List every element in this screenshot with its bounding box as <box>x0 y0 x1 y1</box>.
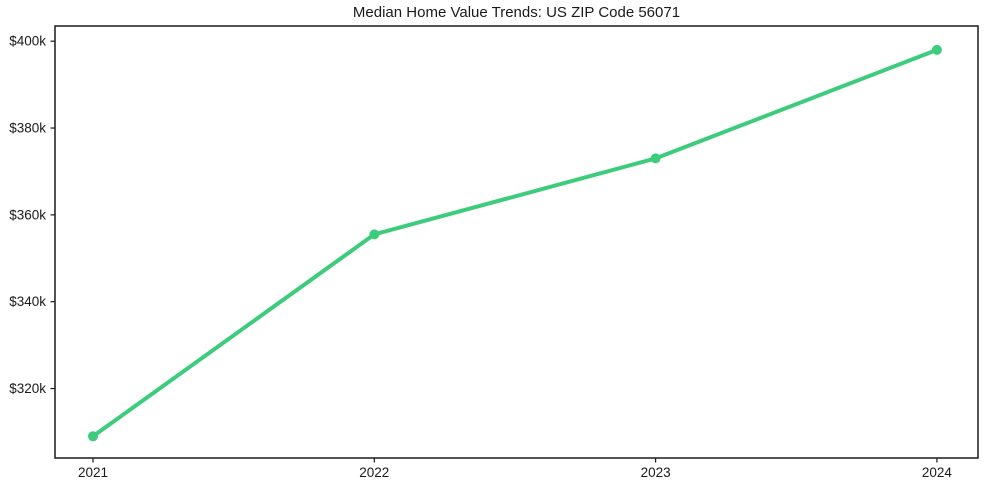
y-tick-label: $360k <box>9 207 46 222</box>
data-point-marker <box>88 431 98 442</box>
y-tick-label: $380k <box>9 121 46 136</box>
plot-border <box>54 25 979 459</box>
data-point-marker <box>650 153 661 164</box>
x-tick-label: 2021 <box>78 465 108 480</box>
data-point-marker <box>931 44 942 55</box>
data-point-marker <box>369 229 380 240</box>
x-tick-label: 2022 <box>359 465 389 480</box>
x-tick-label: 2023 <box>641 465 671 480</box>
x-tick-label: 2024 <box>922 465 953 480</box>
chart-title: Median Home Value Trends: US ZIP Code 56… <box>352 4 681 21</box>
y-tick-label: $320k <box>9 381 46 396</box>
y-tick-label: $340k <box>9 294 46 309</box>
trend-line <box>91 47 939 439</box>
y-tick-label: $400k <box>9 34 46 49</box>
